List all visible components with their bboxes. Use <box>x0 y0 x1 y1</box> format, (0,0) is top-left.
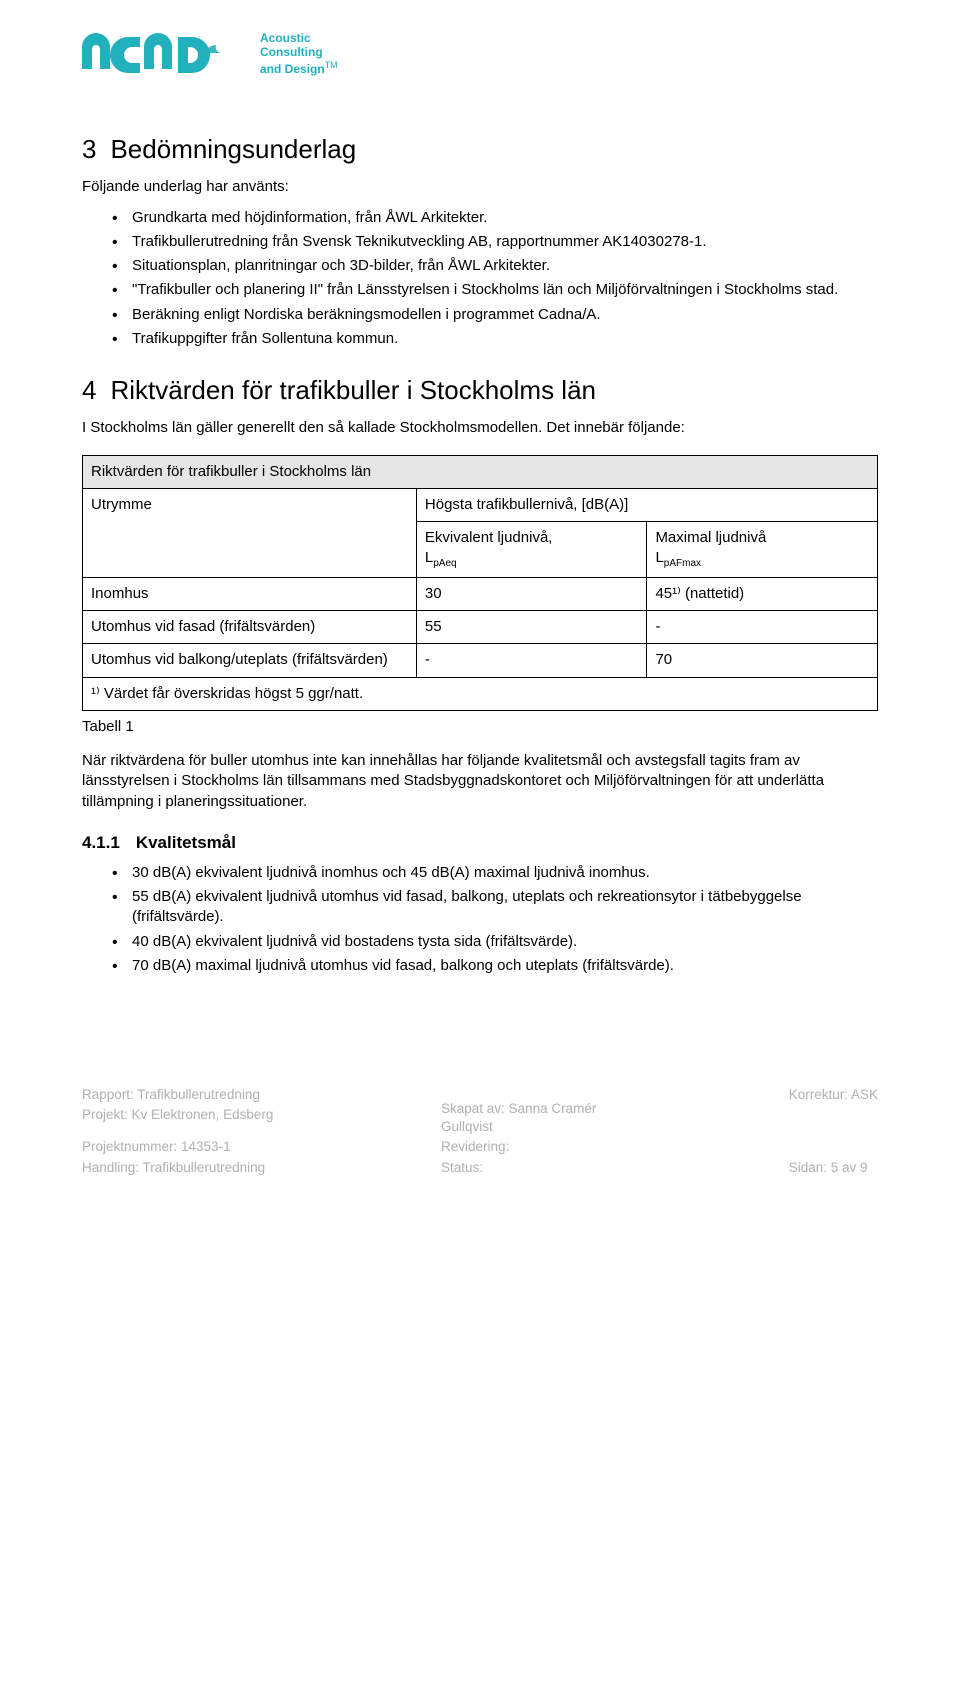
section4-lead: I Stockholms län gäller generellt den så… <box>82 418 878 438</box>
list-item: 55 dB(A) ekvivalent ljudnivå utomhus vid… <box>112 887 878 928</box>
logo-line2: Consulting <box>260 46 338 60</box>
list-item: Beräkning enligt Nordiska beräkningsmode… <box>112 305 878 325</box>
table-row: Inomhus 30 45¹⁾ (nattetid) <box>83 577 878 610</box>
logo-mark-icon <box>82 33 250 75</box>
section3-bullets: Grundkarta med höjdinformation, från ÅWL… <box>82 208 878 350</box>
table-footnote-row: ¹⁾ Värdet får överskridas högst 5 ggr/na… <box>83 677 878 710</box>
logo-line1: Acoustic <box>260 32 338 46</box>
list-item: 30 dB(A) ekvivalent ljudnivå inomhus och… <box>112 863 878 883</box>
section3-heading: 3Bedömningsunderlag <box>82 132 878 167</box>
logo-line3: and DesignTM <box>260 60 338 77</box>
list-item: "Trafikbuller och planering II" från Län… <box>112 280 878 300</box>
col-hogsta: Högsta trafikbullernivå, [dB(A)] <box>416 488 877 521</box>
table-caption: Riktvärden för trafikbuller i Stockholms… <box>83 455 878 488</box>
table-row: Utomhus vid balkong/uteplats (frifältsvä… <box>83 644 878 677</box>
section4-after-table: När riktvärdena för buller utomhus inte … <box>82 751 878 812</box>
subsection-411-bullets: 30 dB(A) ekvivalent ljudnivå inomhus och… <box>82 863 878 976</box>
riktvarden-table: Riktvärden för trafikbuller i Stockholms… <box>82 455 878 711</box>
col-maximal: Maximal ljudnivå LpAFmax <box>647 522 878 578</box>
list-item: Grundkarta med höjdinformation, från ÅWL… <box>112 208 878 228</box>
table-label: Tabell 1 <box>82 717 878 737</box>
col-utrymme: Utrymme <box>83 488 417 577</box>
table-row: Utomhus vid fasad (frifältsvärden) 55 - <box>83 611 878 644</box>
list-item: Trafikbullerutredning från Svensk Teknik… <box>112 232 878 252</box>
list-item: Trafikuppgifter från Sollentuna kommun. <box>112 329 878 349</box>
footer-right: Korrektur: ASK Sidan: 5 av 9 <box>789 1086 878 1177</box>
section3-lead: Följande underlag har använts: <box>82 177 878 197</box>
section4-heading: 4Riktvärden för trafikbuller i Stockholm… <box>82 373 878 408</box>
col-ekvivalent: Ekvivalent ljudnivå, LpAeq <box>416 522 647 578</box>
footer-left: Rapport: Trafikbullerutredning Projekt: … <box>82 1086 273 1177</box>
logo-text: Acoustic Consulting and DesignTM <box>260 32 338 76</box>
brand-logo: Acoustic Consulting and DesignTM <box>82 32 878 76</box>
subsection-411-heading: 4.1.1Kvalitetsmål <box>82 832 878 855</box>
list-item: 70 dB(A) maximal ljudnivå utomhus vid fa… <box>112 956 878 976</box>
page-footer: Rapport: Trafikbullerutredning Projekt: … <box>82 1086 878 1177</box>
list-item: Situationsplan, planritningar och 3D-bil… <box>112 256 878 276</box>
footer-mid: Skapat av: Sanna Cramér Gullqvist Revide… <box>441 1086 621 1177</box>
list-item: 40 dB(A) ekvivalent ljudnivå vid bostade… <box>112 932 878 952</box>
